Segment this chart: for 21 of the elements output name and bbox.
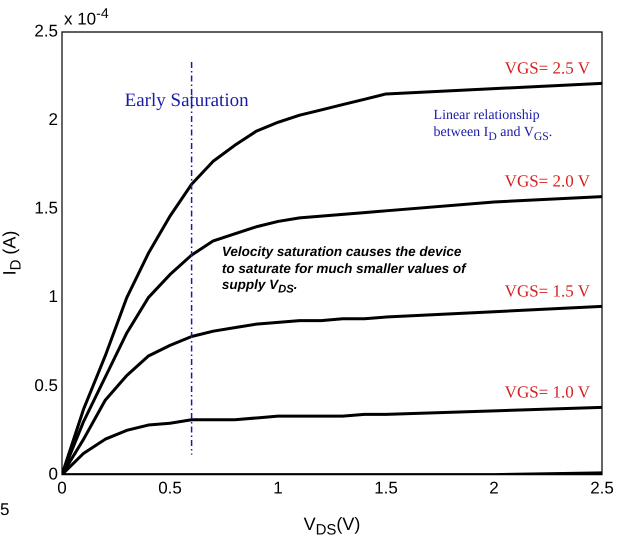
- series-label: VGS= 1.5 V: [504, 281, 591, 300]
- text: x 10$^{-4}$: [64, 6, 109, 30]
- y-tick-label: 1: [48, 287, 58, 306]
- y-tick-label: 2: [48, 110, 58, 130]
- series-label: VGS= 1.0 V: [504, 382, 591, 402]
- x-axis-title: V$_{DS}$(V): [304, 514, 360, 539]
- series-label: VGS= 2.0 V: [504, 172, 591, 191]
- text: 5: [0, 500, 10, 520]
- x-tick-label: 0.5: [158, 478, 182, 498]
- x-tick-label: 1.5: [374, 478, 398, 498]
- x-tick-label: 2.5: [590, 478, 614, 498]
- series-label: VGS= 2.5 V: [504, 58, 591, 78]
- annotation: Velocity saturation causes the device to saturate for much smaller values of supply V$_{DS}$.: [222, 244, 468, 297]
- annotation: Linear relationship between I$_{D}$ and V$_{GS}$.: [434, 108, 554, 144]
- annotation: Early Saturation: [124, 90, 249, 114]
- y-tick-label: 1.5: [34, 198, 58, 218]
- y-tick-label: 0: [48, 464, 58, 484]
- x-tick-label: 1: [273, 478, 283, 498]
- y-tick-label: 0.5: [34, 376, 58, 395]
- y-tick-label: 2.5: [34, 22, 58, 41]
- x-tick-label: 2: [489, 478, 499, 498]
